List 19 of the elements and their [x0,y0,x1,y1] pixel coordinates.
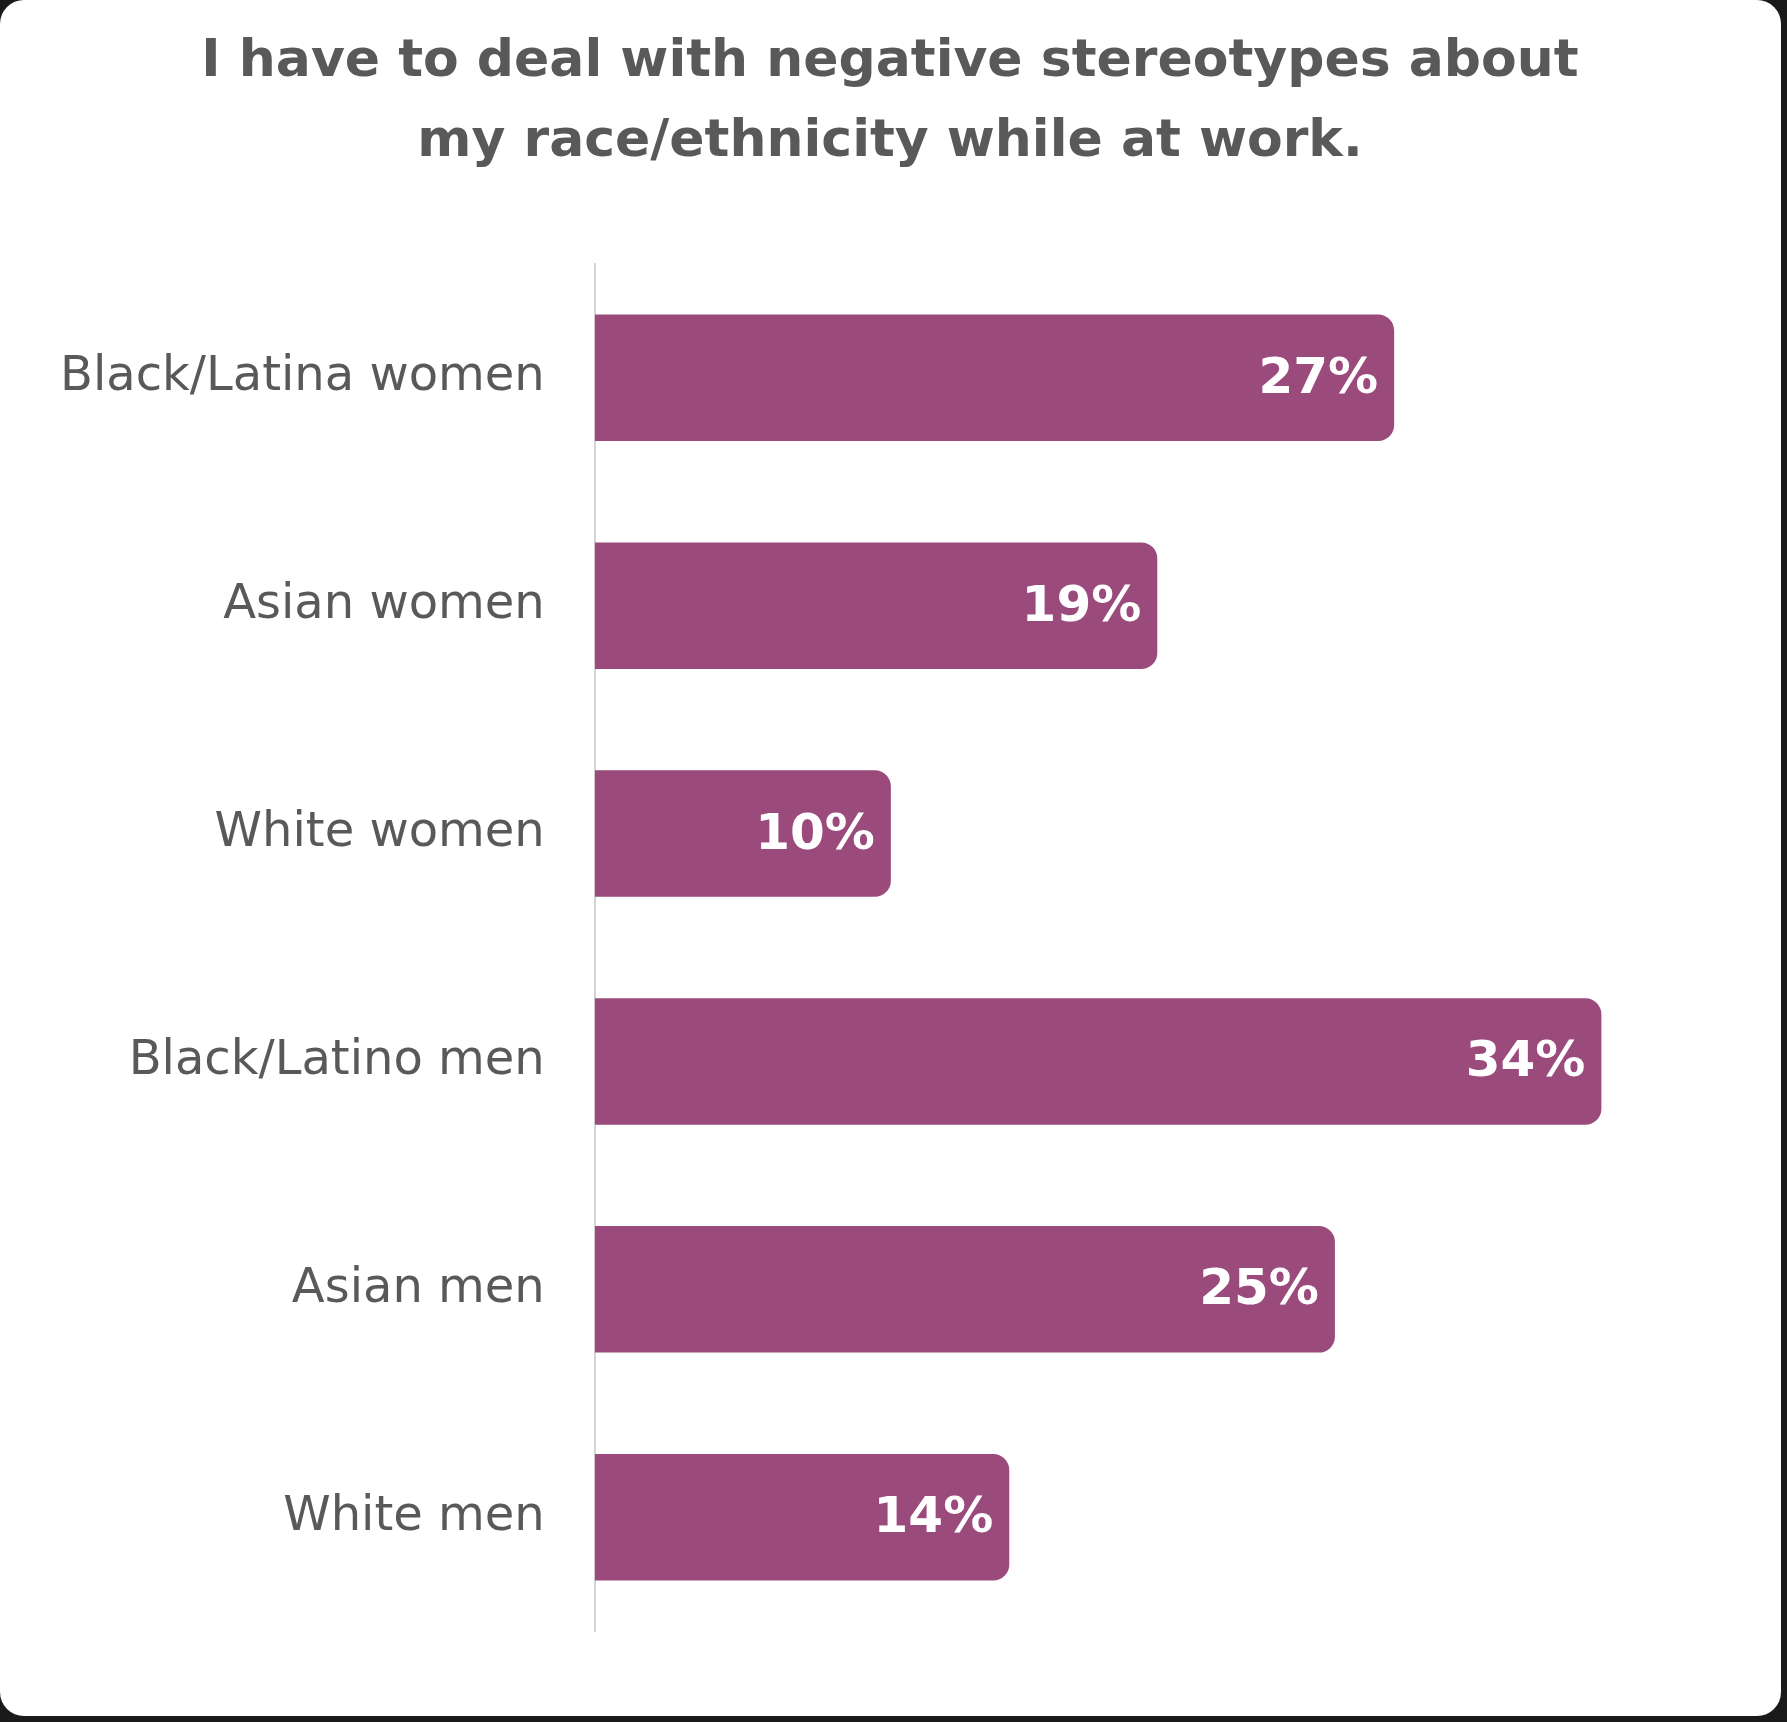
bar [594,314,1395,441]
data-label: 19% [1021,574,1142,633]
data-label: 34% [1465,1030,1586,1089]
bar [594,542,1158,669]
y-tick-label: Asian men [291,1256,545,1313]
bar [594,770,891,897]
chart-title: I have to deal with negative stereotypes about my race/ethnicity while at work. [200,27,1580,170]
y-tick-label: White men [283,1484,545,1541]
data-label: 25% [1199,1258,1319,1317]
data-label: 14% [873,1486,994,1545]
bar [594,1454,1010,1581]
bar [594,1226,1335,1353]
y-tick-label: Black/Latina women [60,345,545,402]
y-tick-label: Black/Latino men [128,1028,545,1085]
y-tick-label: Asian women [223,573,545,630]
data-label: 10% [755,802,875,861]
data-label: 27% [1258,346,1379,405]
y-tick-label: White women [214,801,545,858]
bar [594,998,1602,1125]
